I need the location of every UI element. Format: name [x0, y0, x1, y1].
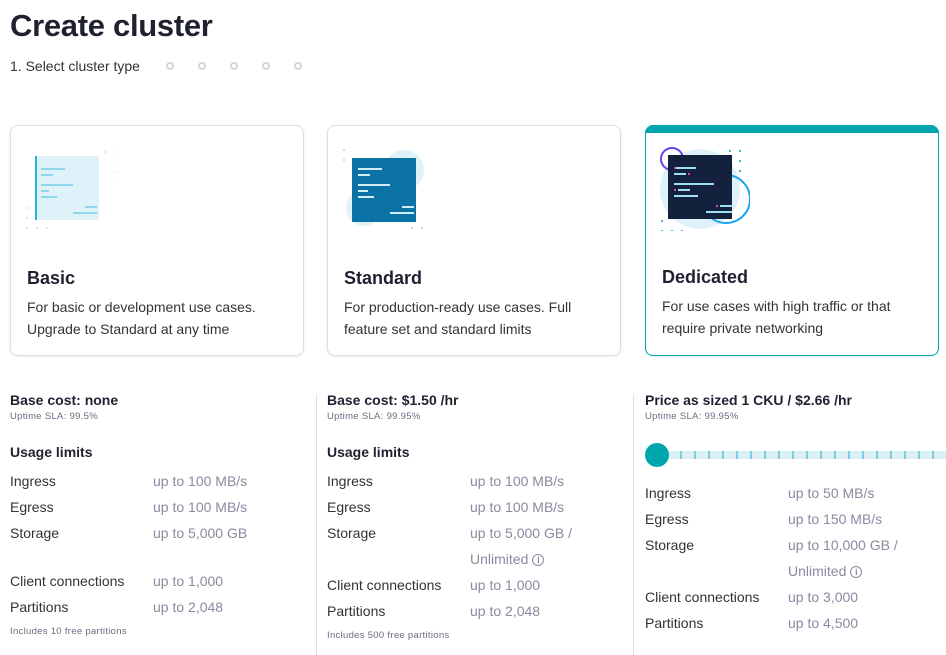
standard-illustration: [343, 149, 424, 229]
column-divider: [316, 395, 317, 655]
dedicated-illustration: [660, 147, 750, 231]
limit-row: Client connections up to 1,000: [10, 573, 224, 589]
usage-limits-heading: Usage limits: [10, 444, 93, 460]
standard-details: Base cost: $1.50 /hr Uptime SLA: 99.95% …: [327, 392, 627, 641]
base-cost: Base cost: $1.50 /hr: [327, 392, 459, 408]
limit-row: Unlimited i: [645, 558, 938, 584]
step-dot[interactable]: [230, 62, 238, 70]
partitions-note: Includes 10 free partitions: [10, 626, 127, 637]
card-title: Basic: [27, 268, 76, 288]
limit-row: Partitions up to 2,048: [327, 603, 541, 619]
info-icon[interactable]: i: [850, 566, 863, 579]
step-dot[interactable]: [166, 62, 174, 70]
stepper-current-step: 1. Select cluster type: [10, 58, 140, 74]
uptime-sla: Uptime SLA: 99.95%: [327, 411, 421, 422]
card-standard[interactable]: Standard For production-ready use cases.…: [327, 125, 621, 356]
cku-slider[interactable]: [645, 442, 946, 468]
card-basic[interactable]: Basic For basic or development use cases…: [10, 125, 304, 356]
price-as-sized: Price as sized 1 CKU / $2.66 /hr: [645, 392, 852, 408]
limit-row: Client connections up to 1,000: [327, 577, 541, 593]
card-description: For use cases with high traffic or that …: [662, 298, 891, 336]
limit-row: Unlimited i: [327, 546, 627, 572]
limit-row: Storage up to 10,000 GB /: [645, 537, 898, 553]
card-title: Dedicated: [662, 267, 749, 287]
limit-row: Client connections up to 3,000: [645, 589, 859, 605]
limit-row: Partitions up to 4,500: [645, 615, 859, 631]
base-cost: Base cost: none: [10, 392, 119, 408]
card-title: Standard: [344, 268, 423, 288]
uptime-sla: Uptime SLA: 99.95%: [645, 411, 739, 422]
dedicated-details: Price as sized 1 CKU / $2.66 /hr Uptime …: [645, 392, 946, 636]
slider-thumb[interactable]: [645, 443, 669, 467]
step-dot[interactable]: [262, 62, 270, 70]
limit-row: Storage up to 5,000 GB: [10, 525, 248, 541]
column-divider: [633, 395, 634, 655]
limit-row: Egress up to 100 MB/s: [10, 499, 248, 515]
step-dot[interactable]: [198, 62, 206, 70]
card-description: For basic or development use cases. Upgr…: [27, 299, 256, 337]
usage-limits-heading: Usage limits: [327, 444, 410, 460]
limit-row: Ingress up to 100 MB/s: [327, 473, 565, 489]
page-title: Create cluster: [10, 8, 213, 43]
step-dot[interactable]: [294, 62, 302, 70]
limit-row: Partitions up to 2,048: [10, 599, 224, 615]
slider-track[interactable]: [657, 451, 946, 459]
info-icon[interactable]: i: [532, 554, 545, 567]
basic-illustration: [26, 151, 115, 229]
limit-row: Egress up to 150 MB/s: [645, 511, 883, 527]
uptime-sla: Uptime SLA: 99.5%: [10, 411, 99, 422]
card-dedicated[interactable]: Dedicated For use cases with high traffi…: [645, 125, 939, 356]
limit-row: Ingress up to 100 MB/s: [10, 473, 248, 489]
limit-row: Storage up to 5,000 GB /: [327, 525, 572, 541]
limit-row: Egress up to 100 MB/s: [327, 499, 565, 515]
limit-row: Ingress up to 50 MB/s: [645, 485, 875, 501]
partitions-note: Includes 500 free partitions: [327, 630, 450, 641]
card-description: For production-ready use cases. Full fea…: [344, 299, 572, 337]
basic-details: Base cost: none Uptime SLA: 99.5% Usage …: [10, 392, 310, 637]
